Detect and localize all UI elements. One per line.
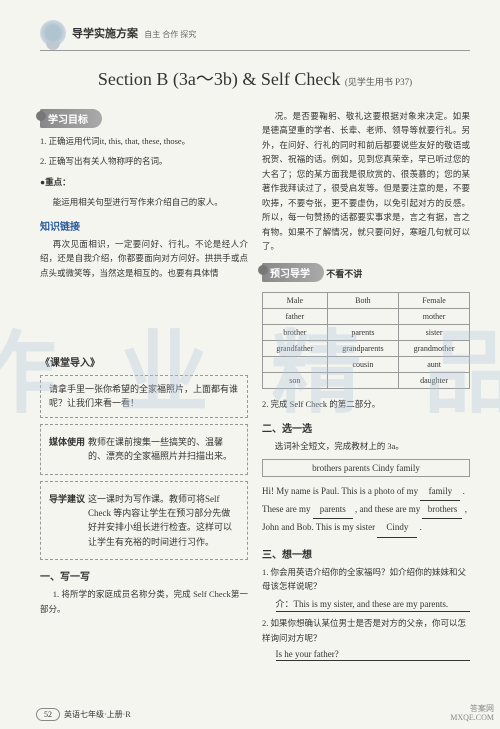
cell: sister: [399, 325, 470, 341]
page-footer: 52 英语七年级·上册·R: [36, 708, 131, 721]
choose-head: 二、选一选: [262, 420, 470, 435]
knowledge-link-head: 知识链接: [40, 218, 248, 233]
think-a2: Is he your father?: [276, 649, 471, 661]
th-male: Male: [263, 293, 328, 309]
goal-2: 2. 正确写出有关人物称呼的名词。: [40, 154, 248, 168]
fill-b2: parents: [313, 501, 353, 519]
cell: [263, 357, 328, 373]
corner-l2: MXQE.COM: [450, 713, 494, 723]
corner-watermark: 答案网 MXQE.COM: [450, 704, 494, 723]
fill-b3: brothers: [422, 501, 462, 519]
th-both: Both: [327, 293, 399, 309]
title-main: Section B (3a～3b) & Self Check: [98, 69, 340, 89]
fill-b4: Cindy: [377, 519, 417, 537]
header-scheme: 导学实施方案: [72, 28, 138, 40]
fill-l1c: , and these: [355, 504, 393, 514]
cell: mother: [399, 309, 470, 325]
cell: cousin: [327, 357, 399, 373]
page-number: 52: [36, 708, 60, 721]
fill-l1a: Hi! My name is Paul. This is a photo of …: [262, 486, 418, 496]
media-text: 教师在课前搜集一些搞笑的、温馨的、漂亮的全家福照片并扫描出来。: [88, 435, 239, 464]
corner-l1: 答案网: [450, 704, 494, 714]
cell: [327, 309, 399, 325]
think-a1: 介：This is my sister, and these are my pa…: [276, 597, 471, 612]
knowledge-para: 再次见面相识，一定要问好、行礼。不论是经人介绍，还是自我介绍，你都要面向对方问好…: [40, 237, 248, 280]
write-item: 1. 将所学的家庭成员名称分类，完成 Self Check第一部分。: [40, 587, 248, 616]
th-female: Female: [399, 293, 470, 309]
classroom-intro-text: 请拿手里一张你希望的全家福照片，上面都有谁呢？让我们来看一看！: [49, 384, 238, 408]
header-sub: 自主 合作 探究: [144, 30, 196, 39]
preview-badge: 预习导学: [262, 263, 324, 282]
cell: grandfather: [263, 341, 328, 357]
guide-label: 导学建议: [49, 492, 85, 550]
page-header: 导学实施方案 自主 合作 探究: [40, 20, 470, 51]
fill-l3a: sister: [356, 522, 375, 532]
think-head: 三、想一想: [262, 546, 470, 561]
cell: grandparents: [327, 341, 399, 357]
page-container: 导学实施方案 自主 合作 探究 Section B (3a～3b) & Self…: [0, 0, 500, 675]
fill-l3b: .: [420, 522, 422, 532]
cell: father: [263, 309, 328, 325]
goal-1: 1. 正确运用代词it, this, that, these, those。: [40, 134, 248, 148]
long-para: 况。是否要鞠躬、敬礼这要根据对象来决定。如果是德高望重的学者、长辈、老师、领导等…: [262, 109, 470, 253]
choose-intro: 选词补全短文，完成教材上的 3a。: [262, 439, 470, 453]
cell: daughter: [399, 373, 470, 389]
cell: aunt: [399, 357, 470, 373]
fill-b1: family: [420, 483, 460, 501]
goals-badge: 学习目标: [40, 109, 102, 128]
selfcheck-line: 2. 完成 Self Check 的第二部分。: [262, 397, 470, 411]
write-head: 一、写一写: [40, 568, 248, 583]
classroom-intro-box: 请拿手里一张你希望的全家福照片，上面都有谁呢？让我们来看一看！: [40, 375, 248, 418]
cell: grandmother: [399, 341, 470, 357]
media-box: 媒体使用 教师在课前搜集一些搞笑的、温馨的、漂亮的全家福照片并扫描出来。: [40, 424, 248, 475]
word-bank: brothers parents Cindy family: [262, 459, 470, 477]
cell: brother: [263, 325, 328, 341]
think-q2: 2. 如果你想确认某位男士是否是对方的父亲，你可以怎样询问对方呢？: [262, 616, 470, 645]
classroom-intro-head: 《课堂导入》: [40, 354, 248, 369]
cell: parents: [327, 325, 399, 341]
main-title: Section B (3a～3b) & Self Check (见学生用书 P3…: [40, 65, 470, 91]
guide-text: 这一课时为写作课。教师可将Self Check 等内容让学生在预习部分先做好并安…: [88, 492, 239, 550]
left-column: 学习目标 1. 正确运用代词it, this, that, these, tho…: [40, 109, 248, 665]
keypoint: ●重点：: [40, 175, 248, 189]
guide-box: 导学建议 这一课时为写作课。教师可将Self Check 等内容让学生在预习部分…: [40, 481, 248, 561]
think-q1: 1. 你会用英语介绍你的全家福吗？如介绍你的妹妹和父母该怎样说呢？: [262, 565, 470, 594]
header-logo-icon: [40, 20, 66, 46]
keypoint-text: 能运用相关句型进行写作来介绍自己的家人。: [40, 195, 248, 209]
media-label: 媒体使用: [49, 435, 85, 464]
footer-subject: 英语七年级·上册·R: [64, 709, 131, 720]
cell: son: [263, 373, 328, 389]
cell: [327, 373, 399, 389]
vocab-table: Male Both Female father mother brotherpar…: [262, 292, 470, 389]
keypoint-label: ●重点：: [40, 177, 71, 187]
right-column: 况。是否要鞠躬、敬礼这要根据对象来决定。如果是德高望重的学者、长辈、老师、领导等…: [262, 109, 470, 665]
fill-l2a: are my: [395, 504, 420, 514]
title-ref: (见学生用书 P37): [345, 77, 412, 87]
fill-passage: Hi! My name is Paul. This is a photo of …: [262, 483, 470, 537]
preview-sub: 不看不讲: [326, 269, 362, 279]
